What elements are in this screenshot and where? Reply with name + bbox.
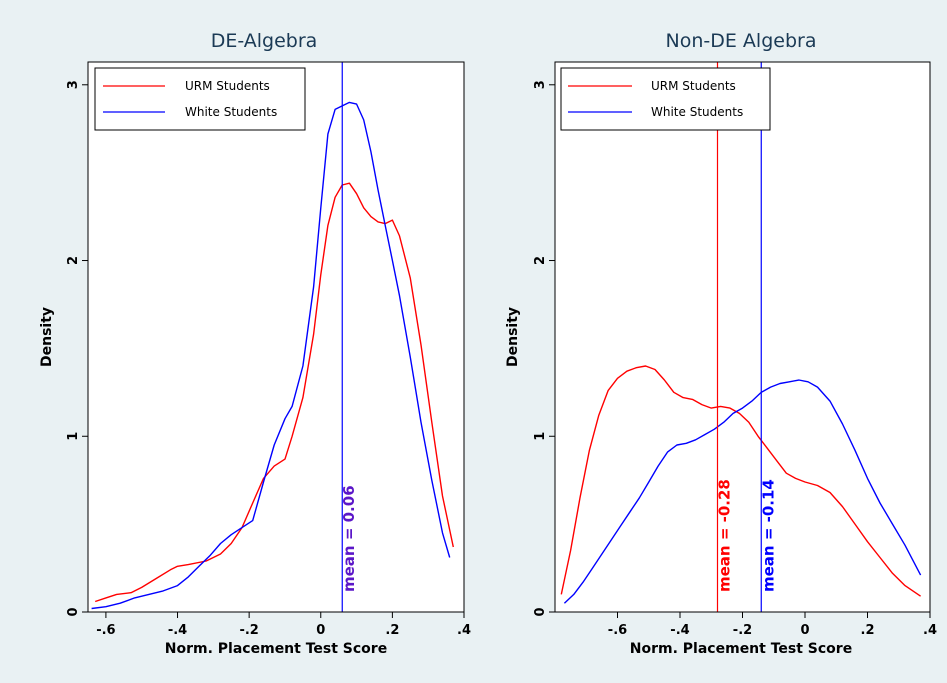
x-tick-label: -.4: [670, 623, 689, 638]
x-tick-label: .2: [385, 623, 399, 638]
legend-label-white: White Students: [185, 105, 277, 119]
mean-lines: mean = 0.06: [340, 62, 358, 612]
y-tick-label: 0: [66, 607, 81, 616]
x-tick-label: .2: [861, 623, 875, 638]
legend-label-urm: URM Students: [185, 79, 270, 93]
series-line-white: [91, 101, 451, 610]
x-tick-label: -.6: [96, 623, 115, 638]
x-axis-label: Norm. Placement Test Score: [630, 641, 852, 657]
x-tick-label: .4: [923, 623, 937, 638]
legend: URM Students White Students: [94, 67, 306, 131]
x-axis: -.6 -.4 -.2 0 .2 .4: [555, 611, 937, 638]
legend: URM Students White Students: [560, 67, 771, 131]
mean-label-1: mean = -0.14: [759, 479, 777, 592]
chart-de-algebra: DE-Algebra mean = 0.06 URM Students Whit…: [39, 30, 471, 657]
x-axis: -.6 -.4 -.2 0 .2 .4: [88, 611, 471, 638]
series-layer: [91, 101, 454, 610]
y-tick-label: 3: [533, 80, 548, 89]
y-axis-label: Density: [505, 307, 521, 367]
x-tick-label: .4: [457, 623, 471, 638]
mean-label-0: mean = 0.06: [340, 485, 358, 592]
chart-title: DE-Algebra: [211, 30, 318, 52]
y-tick-label: 2: [66, 256, 81, 265]
y-tick-label: 0: [533, 607, 548, 616]
mean-lines: mean = -0.28 mean = -0.14: [716, 62, 777, 612]
y-axis-label: Density: [39, 307, 55, 367]
plot-area: [555, 62, 930, 612]
series-line-urm: [560, 365, 921, 597]
x-tick-label: -.4: [168, 623, 187, 638]
x-tick-label: 0: [316, 623, 325, 638]
legend-box: [94, 67, 306, 131]
x-tick-label: -.2: [239, 623, 258, 638]
legend-label-urm: URM Students: [651, 79, 736, 93]
plot-area: [88, 62, 464, 612]
legend-box: [560, 67, 771, 131]
y-axis: 0 1 2 3: [66, 62, 89, 617]
series-line-urm: [94, 182, 454, 603]
y-axis: 0 1 2 3: [533, 62, 556, 617]
x-tick-label: -.2: [733, 623, 752, 638]
y-tick-label: 1: [533, 432, 548, 441]
y-tick-label: 2: [533, 256, 548, 265]
series-layer: [560, 365, 922, 604]
chart-title: Non-DE Algebra: [666, 30, 817, 52]
chart-non-de-algebra: Non-DE Algebra mean = -0.28 mean = -0.14 …: [505, 30, 937, 657]
mean-label-0: mean = -0.28: [716, 479, 734, 592]
x-axis-label: Norm. Placement Test Score: [165, 641, 387, 657]
series-line-white: [563, 379, 922, 604]
y-tick-label: 3: [66, 80, 81, 89]
legend-label-white: White Students: [651, 105, 743, 119]
y-tick-label: 1: [66, 432, 81, 441]
x-tick-label: 0: [800, 623, 809, 638]
x-tick-label: -.6: [608, 623, 627, 638]
